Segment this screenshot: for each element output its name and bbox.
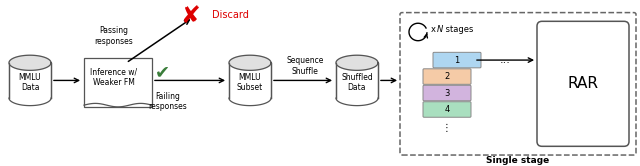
- Text: Sequence
Shuffle: Sequence Shuffle: [286, 56, 324, 76]
- Text: Single stage: Single stage: [486, 156, 550, 165]
- Text: ✔: ✔: [154, 64, 170, 82]
- Text: ✘: ✘: [180, 3, 200, 28]
- FancyBboxPatch shape: [423, 85, 471, 101]
- Polygon shape: [9, 55, 51, 70]
- Polygon shape: [229, 55, 271, 70]
- Text: 2: 2: [444, 72, 450, 81]
- FancyBboxPatch shape: [84, 58, 152, 107]
- FancyBboxPatch shape: [229, 63, 271, 98]
- Text: N: N: [437, 25, 444, 34]
- Polygon shape: [336, 55, 378, 70]
- Text: 4: 4: [444, 105, 450, 114]
- Text: x: x: [431, 25, 438, 34]
- Text: MMLU
Data: MMLU Data: [19, 73, 42, 92]
- Text: 3: 3: [444, 88, 450, 97]
- Text: RAR: RAR: [568, 76, 598, 91]
- FancyBboxPatch shape: [423, 69, 471, 84]
- FancyBboxPatch shape: [9, 63, 51, 98]
- Text: stages: stages: [443, 25, 474, 34]
- Text: Inference w/
Weaker FM: Inference w/ Weaker FM: [90, 68, 138, 87]
- Text: Passing
responses: Passing responses: [95, 26, 133, 45]
- Text: ...: ...: [500, 55, 511, 65]
- Text: 1: 1: [454, 56, 460, 65]
- Text: Discard: Discard: [212, 9, 249, 20]
- FancyBboxPatch shape: [433, 52, 481, 68]
- FancyBboxPatch shape: [423, 102, 471, 117]
- Text: Failing
responses: Failing responses: [148, 92, 188, 111]
- FancyBboxPatch shape: [537, 21, 629, 146]
- FancyBboxPatch shape: [336, 63, 378, 98]
- Text: Shuffled
Data: Shuffled Data: [341, 73, 373, 92]
- Text: MMLU
Subset: MMLU Subset: [237, 73, 263, 92]
- FancyBboxPatch shape: [400, 13, 636, 155]
- Text: ⋮: ⋮: [442, 123, 452, 133]
